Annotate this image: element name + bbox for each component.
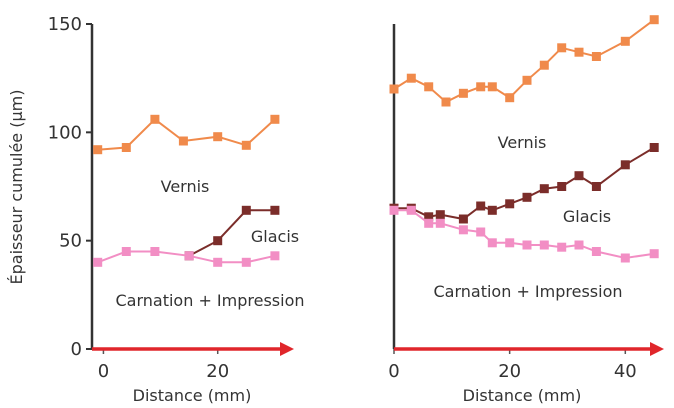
vernis-point bbox=[522, 75, 532, 85]
y-tick-label: 100 bbox=[48, 122, 82, 143]
x-tick-label: 0 bbox=[98, 361, 109, 382]
x-tick-label: 20 bbox=[206, 361, 229, 382]
glacis-point bbox=[458, 214, 468, 224]
glacis-point bbox=[213, 236, 223, 246]
carnation-impression-annotation: Carnation + Impression bbox=[433, 282, 622, 301]
glacis-annotation: Glacis bbox=[563, 207, 611, 226]
vernis-point bbox=[121, 143, 131, 152]
carnation-point bbox=[213, 257, 223, 267]
carnation-point bbox=[591, 247, 601, 256]
vernis-point bbox=[93, 145, 103, 155]
left-panel: Épaisseur cumulée (µm) Distance (mm) Ver… bbox=[7, 14, 305, 405]
vernis-point bbox=[476, 82, 486, 92]
glacis-point bbox=[539, 184, 549, 194]
glacis-series-line bbox=[394, 146, 655, 221]
carnation-point bbox=[424, 218, 434, 228]
carnation-point bbox=[435, 218, 445, 228]
carnation-point bbox=[270, 251, 280, 261]
carnation-point bbox=[574, 240, 584, 250]
vernis-point bbox=[406, 73, 416, 83]
glacis-point bbox=[620, 160, 630, 170]
vernis-point bbox=[424, 82, 434, 92]
x-tick-label: 40 bbox=[614, 361, 637, 382]
carnation-point bbox=[649, 249, 659, 259]
carnation-point bbox=[150, 247, 160, 256]
glacis-point bbox=[574, 171, 584, 181]
vernis-point bbox=[178, 136, 188, 146]
glacis-point bbox=[649, 143, 659, 152]
glacis-point bbox=[591, 182, 601, 191]
x-axis-label: Distance (mm) bbox=[463, 386, 582, 405]
vernis-point bbox=[441, 97, 451, 107]
vernis-point bbox=[620, 36, 630, 46]
glacis-point bbox=[476, 201, 486, 211]
glacis-point bbox=[241, 205, 251, 215]
vernis-point bbox=[487, 82, 497, 92]
y-axis-label: Épaisseur cumulée (µm) bbox=[7, 90, 26, 285]
carnation-point bbox=[93, 257, 103, 267]
carnation-point bbox=[121, 247, 131, 256]
carnation-point bbox=[476, 227, 486, 237]
x-axis-arrowhead bbox=[280, 342, 294, 356]
x-tick-label: 0 bbox=[388, 361, 399, 382]
vernis-annotation: Vernis bbox=[498, 133, 547, 152]
glacis-point bbox=[435, 210, 445, 220]
carnation-point bbox=[389, 205, 399, 215]
carnation-point bbox=[620, 253, 630, 263]
carnation-point bbox=[458, 225, 468, 235]
y-tick-label: 150 bbox=[48, 14, 82, 35]
x-tick-label: 20 bbox=[498, 361, 521, 382]
glacis-point bbox=[522, 192, 532, 202]
vernis-point bbox=[458, 88, 468, 98]
vernis-point bbox=[557, 43, 567, 53]
y-tick-label: 0 bbox=[71, 339, 82, 360]
carnation-point bbox=[505, 238, 515, 248]
carnation-point bbox=[522, 240, 532, 250]
vernis-point bbox=[213, 132, 223, 142]
carnation-point bbox=[241, 257, 251, 267]
carnation-impression-annotation: Carnation + Impression bbox=[115, 291, 304, 310]
carnation-point bbox=[557, 242, 567, 252]
glacis-annotation: Glacis bbox=[251, 227, 299, 246]
vernis-point bbox=[649, 15, 659, 25]
glacis-point bbox=[505, 199, 515, 209]
right-panel: Distance (mm) Vernis Glacis Carnation + … bbox=[388, 15, 664, 405]
y-tick-label: 50 bbox=[59, 231, 82, 252]
glacis-series-line bbox=[188, 209, 275, 257]
glacis-point bbox=[487, 205, 497, 215]
x-axis-label: Distance (mm) bbox=[133, 386, 252, 405]
vernis-point bbox=[505, 93, 515, 103]
vernis-point bbox=[539, 60, 549, 70]
carnation-point bbox=[184, 251, 194, 261]
glacis-point bbox=[557, 182, 567, 191]
glacis-point bbox=[270, 205, 280, 215]
vernis-point bbox=[389, 84, 399, 94]
x-axis-arrowhead bbox=[650, 342, 664, 356]
vernis-point bbox=[150, 114, 160, 124]
carnation-point bbox=[487, 238, 497, 248]
vernis-annotation: Vernis bbox=[161, 177, 210, 196]
vernis-point bbox=[574, 47, 584, 57]
carnation-point bbox=[539, 240, 549, 250]
vernis-point bbox=[241, 140, 251, 150]
glacis-point bbox=[424, 212, 434, 222]
carnation-point bbox=[406, 205, 416, 215]
vernis-point bbox=[270, 114, 280, 124]
vernis-point bbox=[591, 52, 601, 61]
